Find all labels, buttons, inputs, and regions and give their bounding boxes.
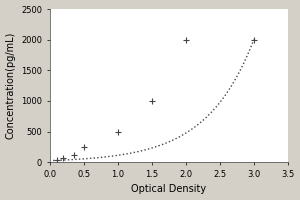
- Y-axis label: Concentration(pg/mL): Concentration(pg/mL): [6, 32, 16, 139]
- X-axis label: Optical Density: Optical Density: [131, 184, 206, 194]
